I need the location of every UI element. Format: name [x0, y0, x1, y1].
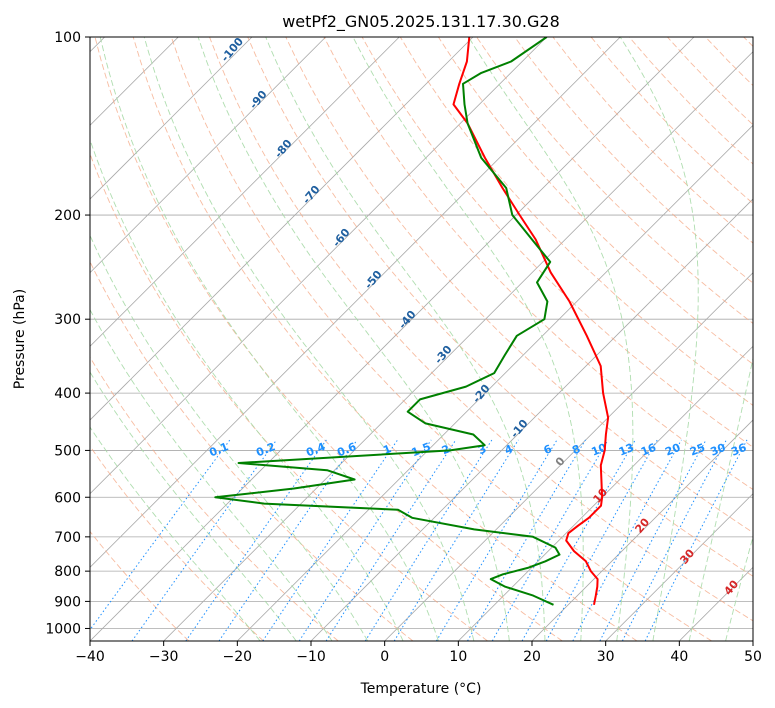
isotherm-line — [90, 37, 621, 568]
y-tick-label: 400 — [54, 386, 81, 402]
mixing-ratio-line — [545, 439, 658, 641]
mixing-ratio-label: 25 — [688, 441, 707, 459]
y-tick-label: 900 — [54, 594, 81, 610]
isotherm-line — [752, 640, 753, 641]
y-tick-label: 500 — [54, 443, 81, 459]
dry-adiabat-line — [170, 37, 712, 641]
dry-adiabat-line — [90, 445, 264, 641]
x-tick-label: 30 — [597, 649, 615, 665]
mixing-ratio-label: 3 — [476, 442, 488, 457]
moist-adiabat-line — [352, 37, 584, 641]
isotherm-line — [90, 37, 400, 347]
mixing-ratio-line — [262, 439, 399, 641]
moist-adiabat-line — [90, 138, 404, 641]
mixing-ratio-line — [467, 439, 586, 641]
plot-frame — [89, 36, 754, 642]
isotherm-line — [384, 272, 753, 641]
mixing-ratio-line — [185, 439, 327, 641]
chart-title: wetPf2_GN05.2025.131.17.30.G28 — [282, 12, 560, 32]
x-tick-label: 20 — [523, 649, 541, 665]
dry-adiabat-line — [90, 260, 414, 641]
moist-adiabat-line — [197, 37, 510, 641]
dry-adiabat-line — [247, 37, 753, 577]
y-axis-label: Pressure (hPa) — [12, 289, 28, 389]
moist-adiabat-line — [90, 234, 369, 641]
plot-background — [90, 37, 753, 641]
moist-adiabat-line — [265, 37, 546, 641]
moist-adiabat-line — [90, 426, 261, 641]
mixing-ratio-line — [393, 439, 519, 641]
mixing-ratio-line — [521, 439, 636, 641]
mixing-ratio-line — [218, 439, 358, 641]
isotherm-line — [237, 124, 753, 641]
moist-adiabat-line — [688, 356, 753, 641]
mixing-ratio-label: 20 — [663, 441, 682, 459]
x-tick-label: −20 — [223, 649, 253, 665]
isotherm-line — [163, 51, 753, 641]
axis-ticks: −40 −30 −20 −10 0 10 20 30 40 50 100 200 300 400 500 60… — [45, 30, 762, 665]
x-tick-label: 10 — [449, 649, 467, 665]
dry-adiabat-line — [209, 37, 753, 622]
isotherm-line — [90, 37, 695, 641]
y-tick-label: 1000 — [45, 621, 81, 637]
y-tick-label: 100 — [54, 30, 81, 46]
mixing-ratio-line — [364, 439, 493, 641]
mixing-ratio-label: 36 — [729, 441, 748, 459]
dry-adiabat-line — [90, 530, 190, 641]
mixing-ratio-line — [298, 439, 432, 641]
y-tick-label: 300 — [54, 312, 81, 328]
isotherm-line — [90, 37, 474, 421]
x-tick-label: −30 — [149, 649, 179, 665]
dry-adiabat-line — [132, 37, 638, 641]
mixing-ratio-label: 16 — [639, 441, 658, 459]
isotherm-line — [90, 37, 547, 495]
mixing-ratio-line — [491, 439, 609, 641]
moist-adiabat-line — [619, 37, 699, 641]
dry-adiabat-line — [90, 356, 339, 641]
isotherm-line — [605, 493, 753, 641]
x-axis-label: Temperature (°C) — [360, 681, 482, 697]
dry-adiabat-line — [514, 37, 753, 284]
temperature-profile-line — [452, 37, 610, 605]
y-tick-label: 200 — [54, 208, 81, 224]
y-tick-label: 700 — [54, 530, 81, 546]
moist-adiabat-line — [143, 37, 475, 641]
isotherm-line — [90, 37, 253, 200]
x-tick-label: 40 — [670, 649, 688, 665]
x-tick-label: 50 — [744, 649, 762, 665]
mixing-ratio-label: 8 — [570, 442, 582, 457]
mixing-ratio-line — [325, 439, 457, 641]
dry-adiabat-line — [399, 37, 753, 406]
mixing-ratio-line — [435, 439, 558, 641]
dry-adiabat-line — [94, 37, 563, 641]
moist-adiabat-line — [90, 371, 297, 641]
mixing-ratio-label: 30 — [708, 441, 727, 459]
x-tick-label: −10 — [296, 649, 326, 665]
mixing-ratio-label: 1 — [381, 442, 393, 457]
x-tick-label: 0 — [380, 649, 389, 665]
profile-lines — [214, 37, 610, 606]
mixing-ratio-line — [644, 439, 748, 641]
dry-adiabat-line — [285, 37, 753, 534]
dry-adiabat-line — [438, 37, 753, 365]
y-tick-label: 800 — [54, 564, 81, 580]
moist-adiabat-line — [99, 37, 439, 641]
isotherm-line — [458, 345, 753, 641]
mixing-ratio-label: 13 — [617, 441, 636, 459]
isotherm-line — [531, 419, 753, 641]
y-tick-label: 600 — [54, 490, 81, 506]
dewpoint-profile-line — [214, 37, 561, 606]
mixing-ratio-line — [90, 439, 231, 631]
background-lines — [90, 37, 753, 641]
isotherm-line — [90, 37, 326, 274]
x-tick-label: −40 — [75, 649, 105, 665]
